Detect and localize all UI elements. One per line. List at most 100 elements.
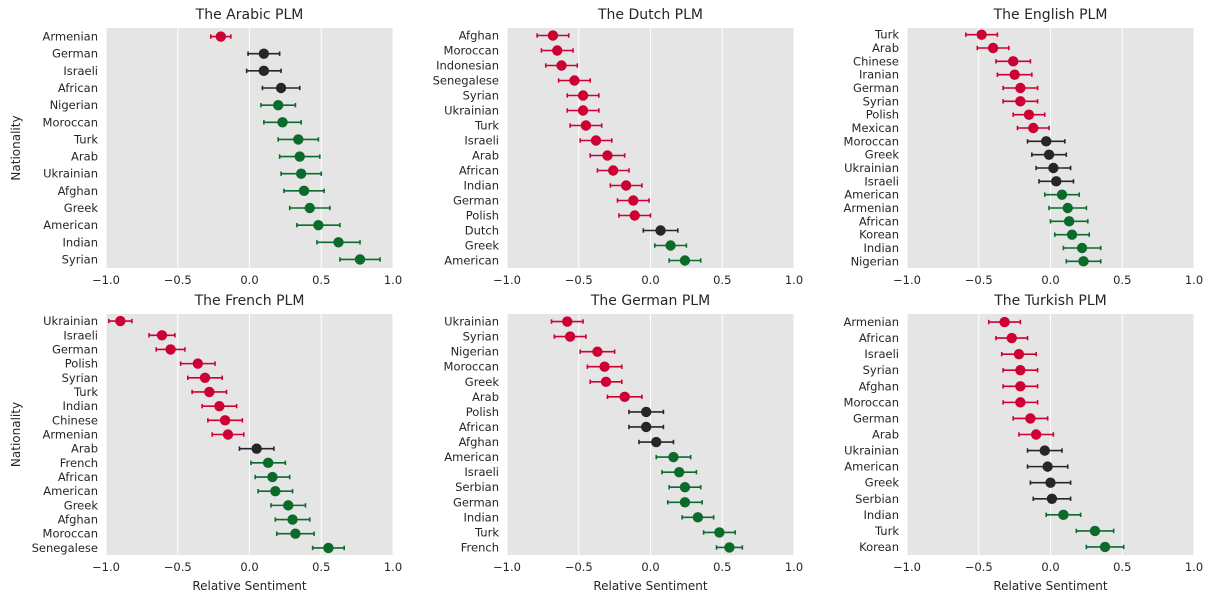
panel-the-german-plm: −1.0 −0.5 0.0 0.5 1.0 The German PLM Relative … — [444, 293, 804, 593]
panel-title: The German PLM — [590, 293, 710, 309]
data-point-greek — [304, 202, 315, 214]
category-label-nigerian: Nigerian — [50, 98, 98, 112]
category-label-moroccan: Moroccan — [444, 360, 499, 374]
category-label-syrian: Syrian — [62, 252, 98, 266]
category-label-syrian: Syrian — [863, 94, 899, 108]
data-point-moroccan — [552, 45, 563, 56]
data-point-senegalese — [569, 75, 580, 86]
data-point-armenian — [1062, 202, 1073, 214]
category-label-german: German — [52, 47, 98, 61]
data-point-chinese — [1007, 56, 1019, 67]
category-label-korean: Korean — [859, 540, 899, 554]
data-point-syrian — [564, 331, 576, 342]
data-point-polish — [629, 210, 640, 221]
data-point-ukrainian — [1039, 445, 1050, 456]
category-label-polish: Polish — [866, 108, 899, 122]
category-label-mexican: Mexican — [852, 121, 899, 135]
category-label-german: German — [853, 81, 899, 95]
data-point-german — [258, 48, 270, 59]
data-point-greek — [1045, 477, 1056, 488]
x-tick-label: 0.5 — [312, 560, 330, 574]
category-label-arab: Arab — [872, 41, 899, 55]
category-label-turk: Turk — [474, 525, 499, 539]
category-label-polish: Polish — [65, 357, 98, 371]
category-label-israeli: Israeli — [864, 347, 899, 361]
category-label-moroccan: Moroccan — [43, 527, 98, 541]
x-tick-label: 0.0 — [641, 273, 659, 287]
y-axis-label: Nationality — [9, 402, 23, 467]
panel-title: The Turkish PLM — [993, 293, 1106, 309]
category-label-israeli: Israeli — [63, 328, 98, 342]
x-tick-label: −1.0 — [493, 560, 521, 574]
data-point-israeli — [674, 466, 685, 478]
data-point-serbian — [1046, 493, 1058, 504]
data-point-american — [1056, 189, 1068, 200]
data-point-nigerian — [1078, 256, 1089, 267]
x-tick-label: 1.0 — [1185, 273, 1203, 287]
category-label-afghan: Afghan — [459, 435, 499, 449]
category-label-african: African — [859, 331, 899, 345]
x-tick-label: 0.5 — [1113, 560, 1131, 574]
category-label-syrian: Syrian — [863, 363, 899, 377]
category-label-chinese: Chinese — [52, 413, 98, 427]
data-point-nigerian — [592, 346, 603, 357]
category-label-ukrainian: Ukrainian — [844, 161, 899, 175]
data-point-ukrainian — [115, 315, 126, 327]
x-tick-label: 0.5 — [312, 273, 330, 287]
data-point-german — [628, 195, 639, 206]
category-label-israeli: Israeli — [464, 134, 499, 148]
panel-the-turkish-plm: −1.0 −0.5 0.0 0.5 1.0 The Turkish PLM Relative… — [844, 293, 1204, 593]
panel-the-english-plm: −1.0 −0.5 0.0 0.5 1.0 The English PLM TurkArab… — [844, 7, 1204, 287]
data-point-syrian — [199, 372, 211, 383]
data-point-dutch — [655, 225, 666, 236]
data-point-afghan — [547, 30, 559, 41]
data-point-american — [270, 486, 281, 497]
category-label-american: American — [844, 460, 899, 474]
x-tick-label: 1.0 — [1185, 560, 1203, 574]
data-point-german — [1015, 82, 1026, 94]
data-point-arab — [251, 443, 262, 454]
category-label-nigerian: Nigerian — [851, 254, 899, 268]
data-point-afghan — [1015, 381, 1026, 392]
data-point-greek — [665, 240, 676, 251]
data-point-korean — [1066, 229, 1078, 240]
category-label-turk: Turk — [874, 28, 899, 42]
category-label-arab: Arab — [71, 150, 98, 164]
data-point-ukrainian — [577, 105, 589, 116]
data-point-iranian — [1009, 69, 1020, 80]
x-tick-label: −0.5 — [965, 273, 993, 287]
panel-title: The Dutch PLM — [597, 7, 703, 23]
data-point-arab — [1030, 429, 1042, 440]
data-point-moroccan — [290, 528, 301, 539]
category-label-senegalese: Senegalese — [433, 74, 499, 88]
data-point-afghan — [298, 185, 310, 197]
data-point-german — [165, 344, 176, 355]
category-label-syrian: Syrian — [463, 89, 499, 103]
category-label-african: African — [459, 420, 499, 434]
category-label-afghan: Afghan — [58, 184, 98, 198]
data-point-armenian — [215, 31, 226, 42]
data-point-moroccan — [1015, 397, 1026, 408]
data-point-indian — [692, 512, 704, 523]
category-label-french: French — [60, 456, 98, 470]
category-label-moroccan: Moroccan — [844, 134, 899, 148]
category-label-armenian: Armenian — [43, 30, 99, 44]
data-point-korean — [1099, 541, 1111, 553]
x-tick-label: 1.0 — [785, 560, 803, 574]
category-label-arab: Arab — [472, 390, 499, 404]
data-point-african — [267, 471, 278, 483]
data-point-israeli — [258, 65, 270, 77]
category-label-indian: Indian — [463, 510, 499, 524]
data-point-indonesian — [556, 60, 567, 71]
category-label-german: German — [853, 411, 899, 425]
data-point-turk — [976, 29, 987, 40]
data-point-turk — [580, 120, 592, 131]
data-point-american — [313, 219, 324, 231]
category-label-greek: Greek — [64, 201, 99, 215]
category-label-german: German — [52, 342, 98, 356]
category-label-indian: Indian — [463, 179, 499, 193]
data-point-syrian — [1015, 365, 1026, 376]
data-point-african — [607, 165, 619, 176]
data-point-afghan — [287, 514, 298, 525]
data-point-greek — [1043, 149, 1055, 160]
